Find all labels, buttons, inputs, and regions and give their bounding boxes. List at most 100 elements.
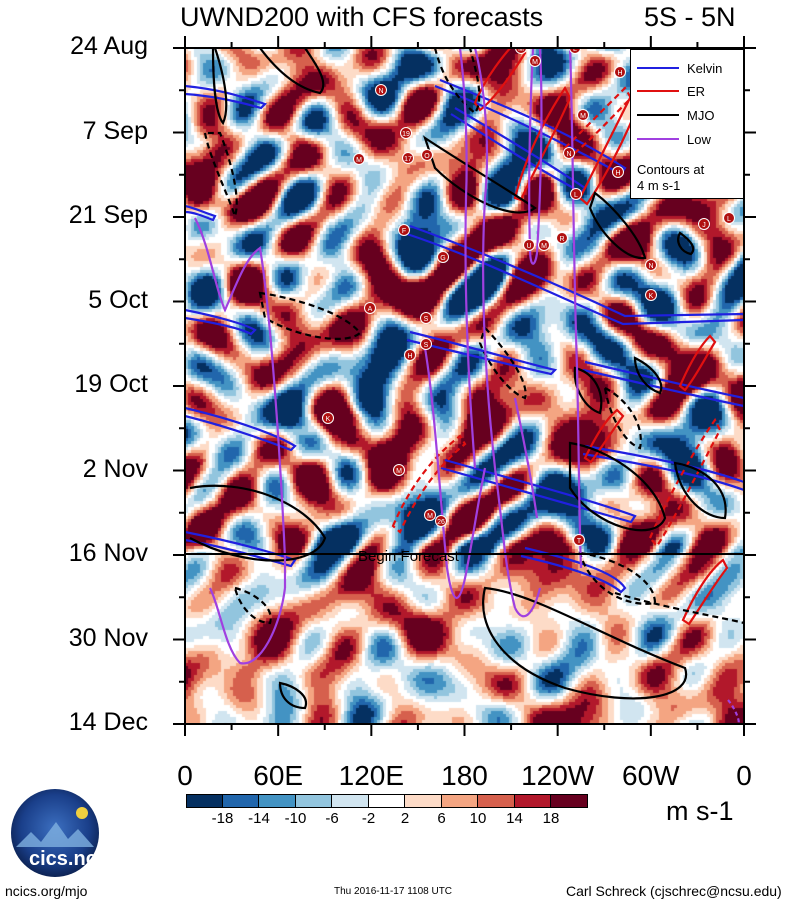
legend-swatch <box>637 114 679 116</box>
storm-marker: H <box>612 166 624 178</box>
colorbar-level-label: -14 <box>248 810 270 827</box>
colorbar-swatch <box>222 794 259 808</box>
storm-marker: M <box>529 55 541 67</box>
colorbar-level-label: 10 <box>469 810 487 827</box>
storm-marker-circle <box>364 302 376 314</box>
storm-marker: L <box>723 212 735 224</box>
x-tick-label: 120W <box>521 760 595 791</box>
latitude-band-label: 5S - 5N <box>644 2 736 32</box>
storm-marker-label: A <box>368 306 373 313</box>
legend-label: ER <box>687 83 706 99</box>
x-tick-label: 0 <box>736 760 752 791</box>
colorbar-level-label: 18 <box>542 810 560 827</box>
x-tick-label: 120E <box>338 760 405 791</box>
low-contour <box>423 347 487 600</box>
storm-marker: H <box>404 349 416 361</box>
y-tick-label: 21 Sep <box>68 201 148 229</box>
storm-marker: A <box>364 302 376 314</box>
colorbar-swatch <box>368 794 405 808</box>
colorbar-swatch <box>514 794 551 808</box>
legend-entry-er: ER <box>637 83 705 99</box>
mjo-contour <box>422 135 537 214</box>
legend-swatch <box>637 138 679 140</box>
storm-marker-circle <box>375 84 387 96</box>
storm-marker: N <box>563 147 575 159</box>
storm-marker-circle <box>698 218 710 230</box>
kelvin-contour <box>185 406 297 452</box>
er-contour <box>513 85 572 202</box>
storm-marker-label: L <box>573 48 577 53</box>
mjo-contour <box>677 231 695 256</box>
colorbar-level-label: 14 <box>506 810 523 827</box>
cicsnc-logo <box>11 789 99 877</box>
mjo-contour <box>614 591 744 625</box>
storm-marker-circle <box>420 312 432 324</box>
y-tick-label: 7 Sep <box>82 116 148 145</box>
mjo-contour <box>203 131 238 220</box>
storm-marker-label: M <box>427 513 433 520</box>
colorbar-swatch <box>332 794 369 808</box>
mjo-contour <box>211 48 228 126</box>
mjo-contour <box>433 48 481 115</box>
er-contour <box>563 86 633 158</box>
storm-marker-circle <box>322 412 334 424</box>
kelvin-contour <box>440 458 637 524</box>
er-contour <box>391 434 467 534</box>
storm-marker-label: 26 <box>437 519 445 526</box>
y-tick-label: 16 Nov <box>68 539 148 567</box>
storm-marker-circle <box>420 338 432 350</box>
low-contours <box>194 48 740 724</box>
mjo-contour <box>578 551 657 605</box>
kelvin-contour <box>520 546 627 594</box>
storm-marker-circle <box>577 109 589 121</box>
storm-marker-label: F <box>402 228 406 235</box>
mjo-contour <box>258 291 362 340</box>
mjo-contour <box>189 484 327 562</box>
x-tick-label: 60E <box>253 760 304 791</box>
storm-marker-label: K <box>326 416 331 423</box>
low-contour <box>209 587 287 665</box>
footer-url: ncics.org/mjo <box>5 883 88 899</box>
storm-marker: M <box>515 48 527 54</box>
storm-marker-label: N <box>648 263 653 270</box>
colorbar-level-label: -10 <box>284 810 307 827</box>
storm-marker-label: M <box>356 157 362 164</box>
x-tick-label: 60W <box>622 760 680 791</box>
storm-marker-label: M <box>532 59 538 66</box>
colorbar-swatch <box>551 794 588 808</box>
mjo-contour <box>482 586 688 700</box>
x-tick-label: 0 <box>177 760 193 791</box>
storm-marker-circle <box>424 509 436 521</box>
storm-marker-circle <box>404 349 416 361</box>
storm-marker: L <box>569 48 581 54</box>
legend-label: Low <box>687 131 711 147</box>
storm-marker: M <box>538 239 550 251</box>
storm-marker-label: U <box>526 243 531 250</box>
colorbar-swatch <box>478 794 515 808</box>
storm-marker: 26 <box>435 515 447 527</box>
storm-marker-circle <box>538 239 550 251</box>
x-axis-ticks <box>184 36 745 736</box>
logo-sun <box>76 807 88 819</box>
storm-marker-label: M <box>541 243 547 250</box>
storm-marker-label: L <box>574 192 578 199</box>
storm-marker-label: N <box>378 88 383 95</box>
storm-marker-circle <box>614 66 626 78</box>
storm-marker-circle <box>421 149 433 161</box>
legend-entry-low: Low <box>637 131 711 147</box>
figure-title: UWND200 with CFS forecasts <box>180 2 544 32</box>
storm-marker-circle <box>400 127 412 139</box>
kelvin-contour <box>185 84 268 110</box>
colorbar-swatch <box>259 794 296 808</box>
storm-marker: J <box>698 218 710 230</box>
storm-marker: L <box>570 188 582 200</box>
colorbar-level-label: -6 <box>325 810 339 827</box>
storm-marker: M <box>424 509 436 521</box>
low-contour <box>473 48 517 609</box>
storm-marker-circle <box>437 251 449 263</box>
storm-marker-circle <box>569 48 581 54</box>
storm-marker-circle <box>435 515 447 527</box>
low-contour <box>194 217 287 588</box>
storm-marker: F <box>398 224 410 236</box>
legend-swatch <box>637 67 679 69</box>
